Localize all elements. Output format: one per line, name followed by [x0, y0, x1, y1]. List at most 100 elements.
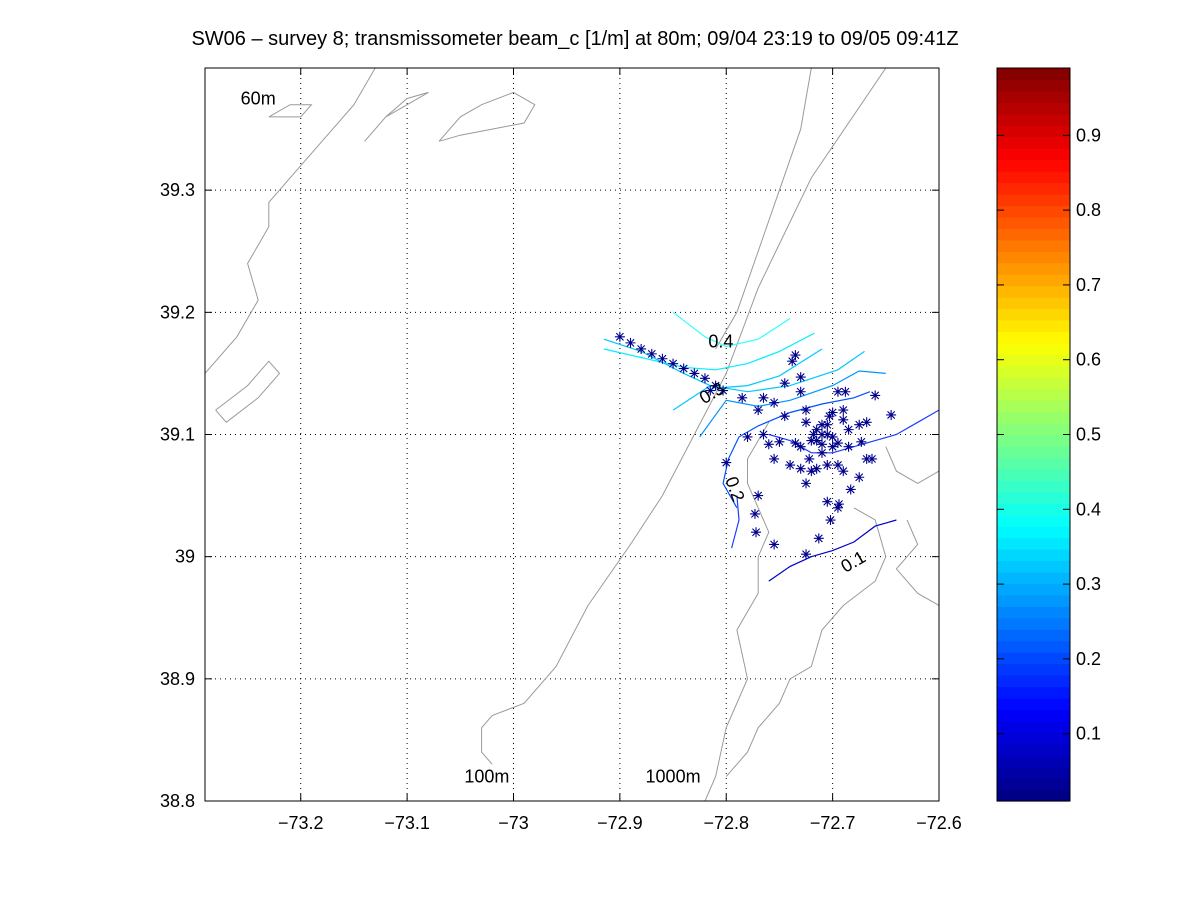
station-marker: [801, 405, 812, 416]
colorbar-segment: [997, 400, 1070, 413]
colorbar-segment: [997, 193, 1070, 207]
station-marker: [854, 419, 865, 430]
x-tick-label: −73: [498, 813, 529, 833]
isobath-line: [215, 360, 281, 423]
station-marker: [822, 460, 833, 471]
station-marker: [832, 460, 843, 471]
colorbar-segment: [997, 262, 1070, 275]
colorbar-segment: [997, 640, 1070, 653]
colorbar-segment: [997, 148, 1070, 161]
colorbar-segment: [997, 125, 1070, 138]
station-marker: [866, 453, 877, 464]
colorbar-tick-label: 0.2: [1076, 649, 1101, 669]
station-marker: [843, 441, 854, 452]
station-marker: [827, 431, 838, 442]
colorbar-segment: [997, 365, 1070, 378]
station-marker: [838, 414, 849, 425]
colorbar-segment: [997, 743, 1070, 756]
y-tick-label: 39: [175, 547, 195, 567]
isobath-line: [885, 446, 939, 484]
colorbar-segment: [997, 79, 1070, 92]
colorbar-tick-label: 0.9: [1076, 125, 1101, 145]
station-marker: [790, 350, 801, 361]
contour-line: [731, 495, 740, 549]
station-marker: [795, 372, 806, 383]
colorbar-segment: [997, 560, 1070, 573]
station-marker: [825, 515, 836, 526]
station-marker: [668, 358, 679, 369]
contour-line: [768, 519, 897, 582]
colorbar-segment: [997, 342, 1070, 355]
station-marker: [811, 463, 822, 474]
colorbar-segment: [997, 388, 1070, 401]
y-tick-label: 38.9: [160, 669, 195, 689]
station-marker: [838, 466, 849, 477]
station-marker: [751, 527, 762, 538]
x-tick-label: −72.8: [703, 813, 749, 833]
colorbar-segment: [997, 411, 1070, 424]
station-marker: [785, 460, 796, 471]
colorbar-segment: [997, 686, 1070, 699]
colorbar-segment: [997, 549, 1070, 562]
station-marker: [806, 435, 817, 446]
station-marker: [749, 508, 760, 519]
colorbar-segment: [997, 789, 1070, 802]
y-tick-label: 39.2: [160, 302, 195, 322]
station-marker: [834, 499, 845, 510]
colorbar-segment: [997, 675, 1070, 688]
station-marker: [813, 533, 824, 544]
y-tick-label: 39.3: [160, 180, 195, 200]
colorbar-segment: [997, 468, 1070, 481]
colorbar-segment: [997, 377, 1070, 390]
colorbar-segment: [997, 102, 1070, 115]
station-marker: [790, 438, 801, 449]
x-tick-label: −72.7: [810, 813, 856, 833]
colorbar-tick-label: 0.3: [1076, 574, 1101, 594]
grid: [205, 68, 939, 801]
colorbar-segment: [997, 68, 1070, 81]
station-marker: [705, 385, 716, 396]
station-marker: [742, 431, 753, 442]
station-marker: [822, 419, 833, 430]
colorbar-segment: [997, 514, 1070, 527]
x-tick-label: −72.6: [916, 813, 962, 833]
station-marker: [838, 405, 849, 416]
isobath-line: [364, 91, 429, 142]
colorbar-segment: [997, 90, 1070, 103]
chart-title: SW06 – survey 8; transmissometer beam_c …: [191, 28, 959, 50]
station-marker: [886, 409, 897, 420]
station-marker: [801, 417, 812, 428]
x-tick-label: −73.2: [278, 813, 324, 833]
colorbar-segment: [997, 308, 1070, 321]
isobath-line: [725, 507, 887, 777]
colorbar-segment: [997, 113, 1070, 126]
colorbar-segment: [997, 697, 1070, 710]
colorbar-segment: [997, 434, 1070, 447]
station-marker: [678, 363, 689, 374]
station-marker: [753, 490, 764, 501]
isobath-line: [205, 68, 376, 374]
station-marker: [845, 484, 856, 495]
contour-line: [603, 332, 815, 371]
isobath-label: 1000m: [646, 767, 701, 787]
colorbar-segment: [997, 755, 1070, 768]
colorbar-tick-label: 0.1: [1076, 724, 1101, 744]
colorbar-segment: [997, 709, 1070, 722]
station-marker: [763, 439, 774, 450]
colorbar-segment: [997, 445, 1070, 459]
station-marker: [710, 380, 721, 391]
station-marker: [808, 429, 819, 440]
colorbar-segment: [997, 205, 1070, 218]
station-marker: [614, 331, 625, 342]
station-marker: [811, 424, 822, 435]
colorbar-segment: [997, 319, 1070, 333]
stations: [614, 331, 897, 560]
colorbar-segment: [997, 297, 1070, 310]
x-tick-label: −72.9: [597, 813, 643, 833]
isobath-line: [481, 68, 887, 765]
station-marker: [779, 378, 790, 389]
station-marker: [795, 386, 806, 397]
station-marker: [806, 466, 817, 477]
colorbar-segment: [997, 652, 1070, 665]
